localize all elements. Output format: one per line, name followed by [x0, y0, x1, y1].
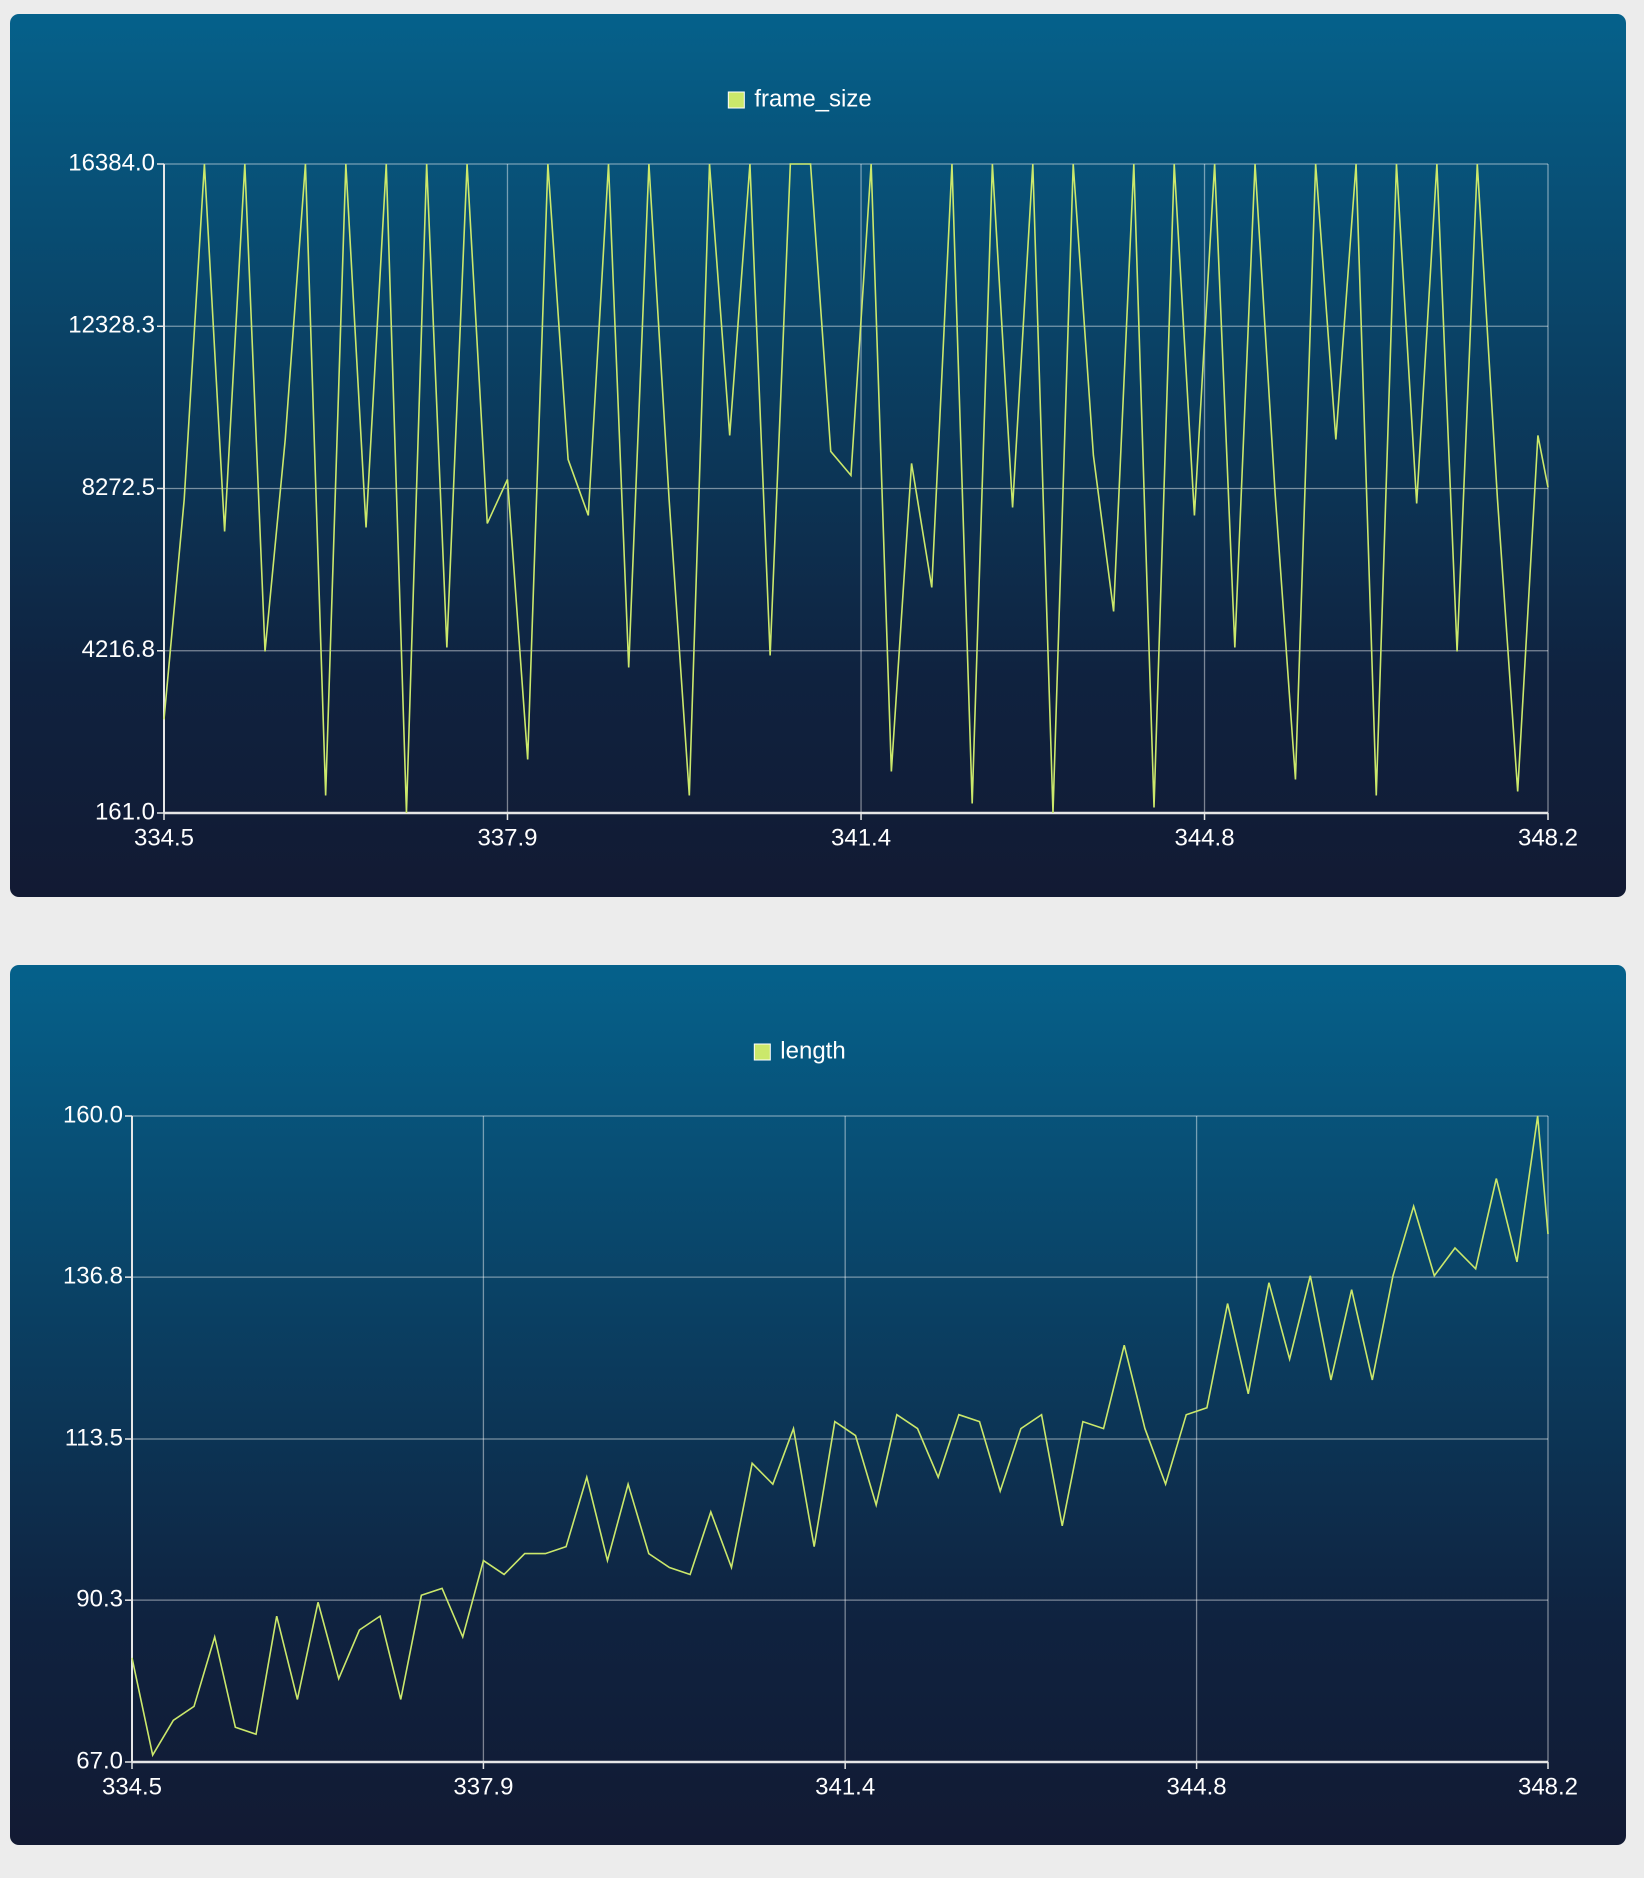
data-line: [163, 163, 1549, 814]
legend-swatch: [727, 91, 745, 109]
y-tick-label: 113.5: [65, 1424, 123, 1451]
x-tick-label: 334.5: [102, 1773, 162, 1800]
y-tick-label: 160.0: [63, 1101, 123, 1128]
y-tick-label: 136.8: [63, 1262, 123, 1289]
x-tick-label: 348.2: [1518, 1773, 1578, 1800]
y-tick-label: 67.0: [76, 1747, 123, 1774]
x-tick-label: 337.9: [477, 824, 537, 851]
y-tick-label: 90.3: [76, 1585, 123, 1612]
panel-background: [10, 965, 1626, 1845]
legend-swatch: [753, 1043, 771, 1061]
y-tick-label: 161.0: [95, 798, 155, 825]
x-tick-label: 334.5: [134, 824, 194, 851]
legend: frame_size: [727, 85, 872, 112]
x-tick-label: 348.2: [1518, 824, 1578, 851]
y-tick-label: 4216.8: [82, 636, 155, 663]
x-tick-label: 344.8: [1174, 824, 1234, 851]
x-tick-label: 337.9: [453, 1773, 513, 1800]
chart-panel: 161.0 4216.8 8272.5 12328.3 16384.0 334.5 337.…: [10, 14, 1626, 897]
legend-label: length: [780, 1037, 845, 1064]
y-tick-label: 16384.0: [68, 149, 155, 176]
chart-panel: 67.0 90.3 113.5 136.8 160.0 334.5 337.9 341.4 34…: [10, 965, 1626, 1845]
legend-label: frame_size: [754, 85, 871, 112]
panel-background: [10, 14, 1626, 897]
y-tick-label: 12328.3: [68, 312, 155, 339]
legend: length: [753, 1037, 846, 1064]
data-line: [131, 1115, 1549, 1758]
y-tick-label: 8272.5: [82, 474, 155, 501]
x-tick-label: 344.8: [1167, 1773, 1227, 1800]
x-tick-label: 341.4: [831, 824, 891, 851]
x-tick-label: 341.4: [815, 1773, 875, 1800]
